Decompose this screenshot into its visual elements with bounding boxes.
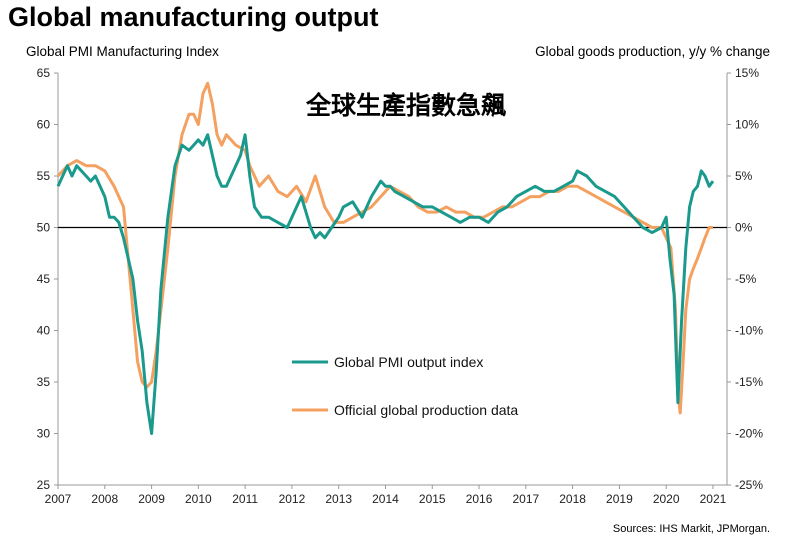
x-tick-label: 2013 xyxy=(325,492,352,506)
y-left-tick-label: 40 xyxy=(37,324,51,338)
y-left-tick-label: 50 xyxy=(37,221,51,235)
x-tick-label: 2017 xyxy=(512,492,539,506)
x-tick-label: 2015 xyxy=(419,492,446,506)
x-tick-label: 2010 xyxy=(185,492,212,506)
x-tick-label: 2019 xyxy=(606,492,633,506)
y-right-tick-label: -20% xyxy=(735,427,763,441)
y-left-tick-label: 55 xyxy=(37,169,51,183)
series-line-pmi-output xyxy=(56,133,715,435)
x-tick-label: 2016 xyxy=(466,492,493,506)
legend-label-official: Official global production data xyxy=(334,402,518,418)
source-note: Sources: IHS Markit, JPMorgan. xyxy=(612,523,770,535)
x-tick-label: 2007 xyxy=(45,492,72,506)
y-left-tick-label: 45 xyxy=(37,272,51,286)
y-left-tick-label: 60 xyxy=(37,118,51,132)
x-tick-label: 2011 xyxy=(232,492,258,506)
x-tick-label: 2009 xyxy=(138,492,165,506)
chart-annotation: 全球生產指數急飆 xyxy=(306,91,507,120)
x-tick-label: 2008 xyxy=(91,492,118,506)
y-right-tick-label: 10% xyxy=(735,118,759,132)
right-axis-label: Global goods production, y/y % change xyxy=(535,44,770,59)
y-right-tick-label: -10% xyxy=(735,324,763,338)
y-left-tick-label: 30 xyxy=(37,427,51,441)
left-axis-label: Global PMI Manufacturing Index xyxy=(26,44,219,59)
x-tick-label: 2018 xyxy=(559,492,586,506)
x-tick-label: 2021 xyxy=(700,492,727,506)
x-tick-label: 2014 xyxy=(372,492,399,506)
x-tick-label: 2020 xyxy=(653,492,680,506)
y-right-tick-label: -5% xyxy=(735,272,757,286)
y-right-tick-label: 0% xyxy=(735,221,753,235)
y-right-tick-label: 5% xyxy=(735,169,753,183)
x-tick-label: 2012 xyxy=(279,492,306,506)
y-left-tick-label: 25 xyxy=(37,478,51,492)
y-left-tick-label: 35 xyxy=(37,375,51,389)
legend-label-pmi: Global PMI output index xyxy=(334,354,483,370)
y-right-tick-label: -15% xyxy=(735,375,763,389)
chart-title: Global manufacturing output xyxy=(8,2,379,32)
y-left-tick-label: 65 xyxy=(37,66,51,80)
y-right-tick-label: -25% xyxy=(735,478,763,492)
y-right-tick-label: 15% xyxy=(735,66,759,80)
